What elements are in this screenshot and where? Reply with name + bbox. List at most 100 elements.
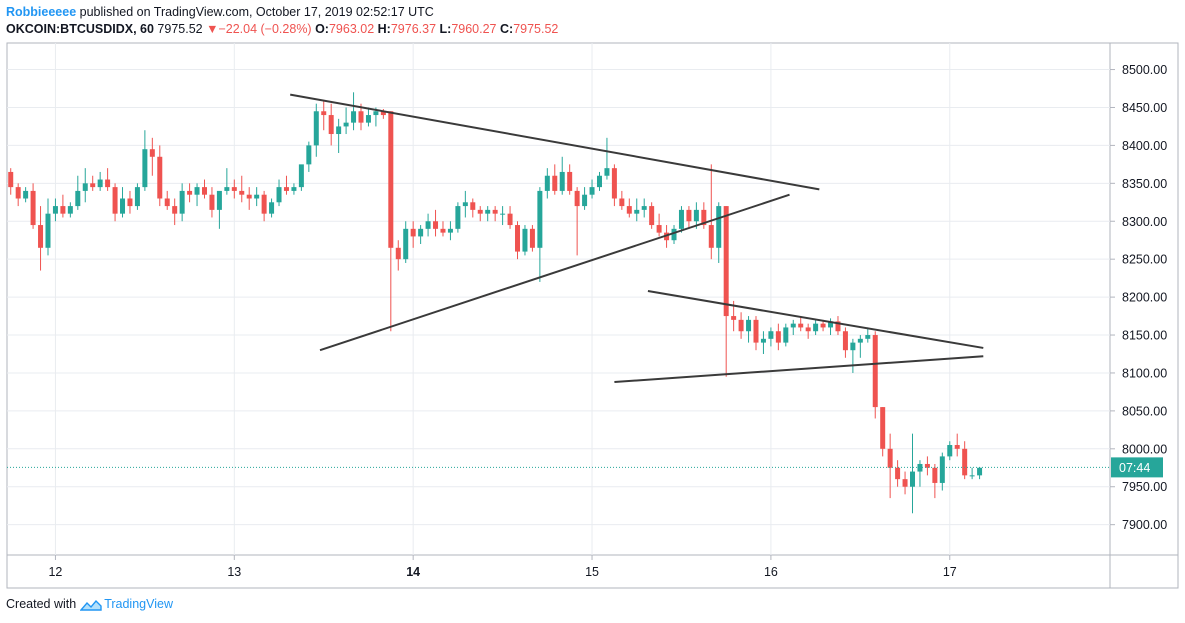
candle-down[interactable]: [149, 137, 155, 176]
candle-up[interactable]: [589, 179, 595, 199]
candle-up[interactable]: [194, 183, 200, 207]
candle-up[interactable]: [120, 187, 126, 218]
candle-down[interactable]: [880, 407, 886, 457]
candle-up[interactable]: [768, 327, 774, 347]
candle-down[interactable]: [492, 206, 498, 222]
candle-up[interactable]: [179, 183, 185, 222]
candle-down[interactable]: [619, 190, 625, 210]
candle-up[interactable]: [813, 319, 819, 336]
candle-up[interactable]: [537, 187, 543, 282]
candle-down[interactable]: [686, 206, 692, 229]
candle-down[interactable]: [842, 327, 848, 358]
candle-up[interactable]: [917, 460, 923, 487]
candle-up[interactable]: [462, 190, 468, 218]
candle-down[interactable]: [127, 190, 133, 214]
candle-down[interactable]: [112, 183, 118, 222]
candle-down[interactable]: [388, 111, 394, 332]
candle-up[interactable]: [254, 187, 260, 207]
candle-down[interactable]: [15, 183, 21, 207]
candle-down[interactable]: [626, 198, 632, 218]
candle-down[interactable]: [60, 194, 66, 218]
candle-down[interactable]: [611, 164, 617, 207]
candle-up[interactable]: [850, 338, 856, 373]
candle-up[interactable]: [455, 202, 461, 233]
candle-down[interactable]: [321, 99, 327, 131]
candle-down[interactable]: [649, 202, 655, 229]
candle-up[interactable]: [418, 225, 424, 245]
candle-up[interactable]: [45, 198, 51, 256]
candle-down[interactable]: [924, 456, 930, 476]
candle-down[interactable]: [477, 206, 483, 222]
candle-down[interactable]: [440, 221, 446, 237]
candle-up[interactable]: [336, 118, 342, 153]
candle-up[interactable]: [276, 179, 282, 207]
candle-down[interactable]: [895, 460, 901, 487]
candle-down[interactable]: [410, 221, 416, 248]
candle-down[interactable]: [328, 103, 334, 146]
candle-up[interactable]: [52, 198, 58, 222]
candle-up[interactable]: [23, 187, 29, 203]
candle-up[interactable]: [865, 327, 871, 343]
candle-up[interactable]: [269, 198, 275, 218]
candle-up[interactable]: [693, 202, 699, 229]
candle-up[interactable]: [224, 168, 230, 195]
candle-down[interactable]: [507, 206, 513, 229]
author-name[interactable]: Robbieeeee: [6, 5, 77, 19]
candle-up[interactable]: [447, 221, 453, 241]
candle-up[interactable]: [343, 107, 349, 135]
candle-up[interactable]: [559, 156, 565, 195]
candle-up[interactable]: [97, 171, 103, 191]
candle-up[interactable]: [641, 198, 647, 218]
candle-down[interactable]: [164, 190, 170, 210]
trendline-pennant-upper[interactable]: [647, 290, 984, 349]
candle-up[interactable]: [790, 319, 796, 336]
candle-down[interactable]: [209, 187, 215, 218]
candle-down[interactable]: [201, 179, 207, 199]
candle-down[interactable]: [656, 213, 662, 237]
candle-down[interactable]: [805, 323, 811, 339]
candle-up[interactable]: [216, 190, 222, 229]
candle-up[interactable]: [716, 202, 722, 263]
candle-down[interactable]: [90, 175, 96, 191]
trendline-lower-triangle-support[interactable]: [319, 193, 790, 352]
candle-down[interactable]: [798, 316, 804, 332]
candle-down[interactable]: [395, 240, 401, 271]
candle-up[interactable]: [522, 225, 528, 256]
candle-down[interactable]: [157, 145, 163, 207]
candle-up[interactable]: [977, 467, 983, 480]
candle-down[interactable]: [529, 225, 535, 252]
candle-down[interactable]: [470, 198, 476, 218]
candle-up[interactable]: [403, 221, 409, 263]
candle-down[interactable]: [231, 179, 237, 199]
candle-up[interactable]: [760, 331, 766, 354]
candle-up[interactable]: [582, 187, 588, 210]
candle-up[interactable]: [910, 433, 916, 514]
candle-up[interactable]: [485, 206, 491, 222]
candle-up[interactable]: [82, 168, 88, 203]
candle-up[interactable]: [969, 467, 975, 480]
candle-down[interactable]: [753, 316, 759, 351]
candle-down[interactable]: [574, 187, 580, 256]
candle-down[interactable]: [261, 190, 267, 222]
candle-up[interactable]: [678, 206, 684, 233]
candle-down[interactable]: [239, 175, 245, 203]
candle-down[interactable]: [515, 221, 521, 260]
candle-down[interactable]: [172, 198, 178, 226]
candle-down[interactable]: [775, 323, 781, 351]
candle-up[interactable]: [939, 452, 945, 491]
candle-down[interactable]: [433, 209, 439, 237]
candle-down[interactable]: [30, 183, 36, 229]
candle-up[interactable]: [947, 441, 953, 461]
candle-up[interactable]: [351, 92, 357, 131]
tradingview-brand[interactable]: TradingView: [104, 597, 173, 611]
candle-up[interactable]: [783, 323, 789, 347]
candle-up[interactable]: [134, 183, 140, 210]
candle-down[interactable]: [902, 471, 908, 495]
candle-up[interactable]: [298, 164, 304, 191]
candle-down[interactable]: [8, 168, 14, 195]
candle-down[interactable]: [187, 183, 193, 203]
candle-up[interactable]: [746, 316, 752, 343]
candle-up[interactable]: [500, 206, 506, 226]
candle-up[interactable]: [671, 225, 677, 245]
